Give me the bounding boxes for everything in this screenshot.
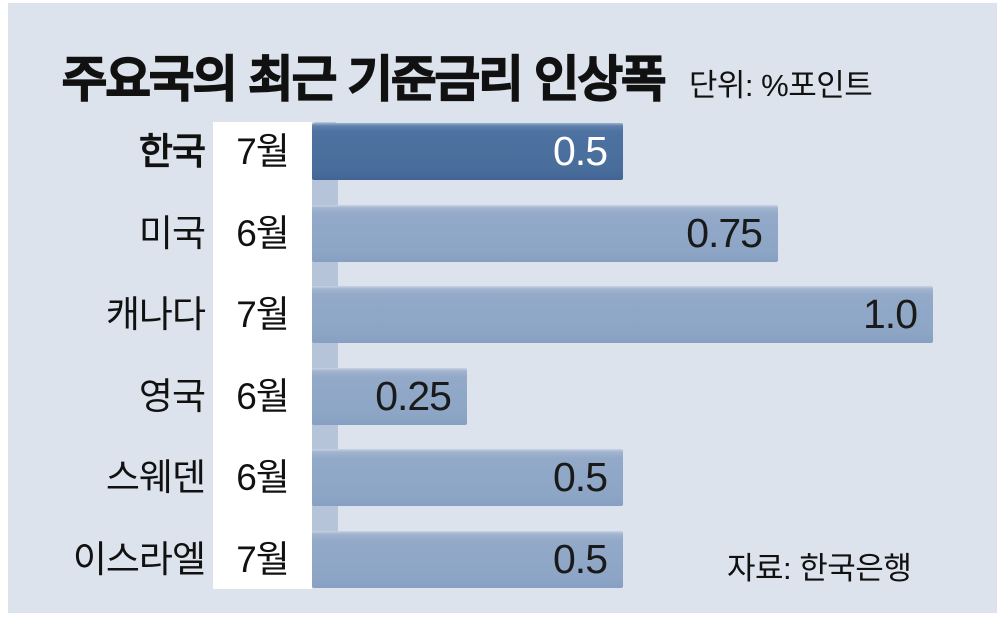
bar-value: 1.0 [863, 291, 918, 337]
bar-value: 0.25 [375, 373, 452, 419]
bar-canada: 1.0 [312, 286, 933, 343]
month-label: 6월 [236, 457, 290, 498]
bar-sweden: 0.5 [312, 449, 623, 506]
axis-baseline-spine [312, 122, 338, 588]
chart-row-uk: 영국 6월 0.25 [0, 368, 1000, 425]
country-label: 이스라엘 [72, 539, 206, 580]
bar-uk: 0.25 [312, 368, 467, 425]
bar-value: 0.5 [553, 454, 608, 500]
country-label: 영국 [138, 376, 206, 417]
country-label: 한국 [138, 131, 206, 172]
bar-value: 0.5 [553, 536, 608, 582]
bar-value: 0.75 [686, 210, 763, 256]
month-label: 7월 [236, 294, 290, 335]
chart-row-sweden: 스웨덴 6월 0.5 [0, 449, 1000, 506]
bar-value: 0.5 [553, 128, 608, 174]
title-row: 주요국의 최근 기준금리 인상폭 단위: %포인트 [61, 40, 873, 111]
month-column-background [213, 122, 312, 589]
month-label: 6월 [236, 376, 290, 417]
country-label: 캐나다 [105, 294, 206, 335]
country-label: 미국 [138, 213, 206, 254]
month-label: 7월 [236, 539, 290, 580]
month-label: 7월 [236, 131, 290, 172]
chart-row-canada: 캐나다 7월 1.0 [0, 286, 1000, 343]
chart-row-usa: 미국 6월 0.75 [0, 205, 1000, 262]
country-label: 스웨덴 [105, 457, 206, 498]
bar-korea: 0.5 [312, 123, 623, 180]
bar-usa: 0.75 [312, 205, 778, 262]
unit-label: 단위: %포인트 [688, 68, 873, 103]
bar-israel: 0.5 [312, 531, 623, 588]
page-title: 주요국의 최근 기준금리 인상폭 [61, 52, 667, 108]
month-label: 6월 [236, 213, 290, 254]
chart-row-korea: 한국 7월 0.5 [0, 123, 1000, 180]
chart-row-israel: 이스라엘 7월 0.5 [0, 531, 1000, 588]
source-label: 자료: 한국은행 [727, 551, 912, 586]
